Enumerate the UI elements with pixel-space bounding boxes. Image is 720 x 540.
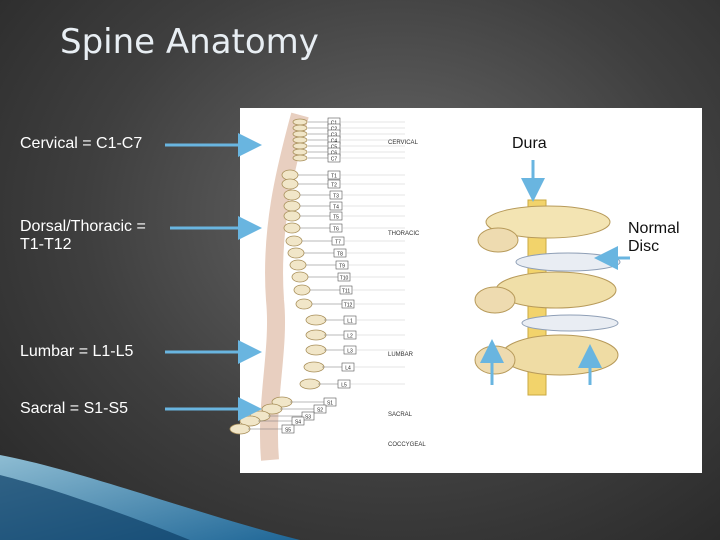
disc-illustration (474, 199, 621, 396)
disc-label: Normal Disc (628, 220, 680, 255)
vertebra-label: T2 (331, 183, 337, 189)
vertebra-label: T8 (337, 252, 343, 258)
vertebra-label: C2 (331, 127, 338, 133)
vertebra-label: L5 (341, 383, 347, 389)
vertebra-tag (323, 397, 337, 407)
vertebra-label: S3 (305, 415, 311, 421)
vertebra-label: L4 (345, 366, 351, 372)
vertebra-label: T9 (339, 264, 345, 270)
vertebra-label: T4 (333, 205, 339, 211)
vertebra-tag (313, 404, 327, 414)
vertebra (229, 423, 251, 435)
arrows (165, 133, 630, 421)
vertebra-label: T11 (342, 289, 350, 295)
vertebra-tag (301, 411, 315, 421)
vertebra (305, 329, 327, 341)
vertebra (303, 361, 325, 373)
region-label: SACRAL (388, 412, 413, 418)
vertebra (281, 178, 299, 190)
vertebra (285, 235, 303, 247)
vertebra (292, 142, 308, 150)
label: Cervical = C1-C7 (20, 135, 143, 152)
vertebra-label: S5 (285, 428, 291, 434)
vertebra (291, 271, 309, 283)
vertebra (305, 314, 327, 326)
vertebra (292, 124, 308, 132)
label: Lumbar = L1-L5 (20, 343, 134, 360)
region-label: THORACIC (388, 231, 420, 237)
vertebra (293, 284, 311, 296)
vertebra-label: S2 (317, 408, 323, 414)
vertebra-label: S1 (327, 401, 333, 407)
label: Sacral = S1-S5 (20, 400, 129, 417)
vertebra-label: C3 (331, 133, 338, 139)
vertebra-tag (281, 424, 295, 434)
vertebra (295, 298, 313, 310)
vertebra-label: L2 (347, 334, 353, 340)
vertebra-label: C5 (331, 145, 338, 151)
vertebra (283, 200, 301, 212)
vertebra-label: C1 (331, 121, 338, 127)
vertebra-tag (291, 416, 305, 426)
vertebra-label: C4 (331, 139, 338, 145)
label: Dorsal/Thoracic = T1-T12 (20, 218, 146, 253)
vertebra (292, 148, 308, 156)
vertebra (299, 378, 321, 390)
vertebra (283, 222, 301, 234)
vertebra (292, 136, 308, 144)
vertebra-label: T3 (333, 194, 339, 200)
vertebra-label: T5 (333, 215, 339, 221)
vertebra-label: T6 (333, 227, 339, 233)
swoosh (0, 475, 190, 540)
vertebra-label: L1 (347, 319, 353, 325)
vertebra (292, 154, 308, 162)
region-label: COCCYGEAL (388, 442, 426, 448)
vertebra-label: L3 (347, 349, 353, 355)
vertebra (292, 118, 308, 126)
vertebra-label: C7 (331, 157, 338, 163)
vertebra-label: T7 (335, 240, 341, 246)
vertebra-label: S4 (295, 420, 301, 426)
disc-label: Spinous Process (464, 392, 522, 427)
vertebra-label: T1 (331, 174, 337, 180)
vertebra (283, 189, 301, 201)
slide-title: Spine Anatomy (60, 22, 319, 62)
region-label: LUMBAR (388, 352, 414, 358)
disc-label: Dura (512, 135, 547, 152)
region-label: CERVICAL (388, 140, 419, 146)
vertebra (287, 247, 305, 259)
disc-label: Body of Vertebra (571, 388, 636, 422)
vertebra (289, 259, 307, 271)
vertebra-label: T10 (340, 276, 349, 282)
vertebra-label: T12 (344, 303, 353, 309)
vertebra (283, 210, 301, 222)
vertebra (292, 130, 308, 138)
vertebra-label: C6 (331, 151, 338, 157)
vertebra (281, 169, 299, 181)
vertebra (305, 344, 327, 356)
